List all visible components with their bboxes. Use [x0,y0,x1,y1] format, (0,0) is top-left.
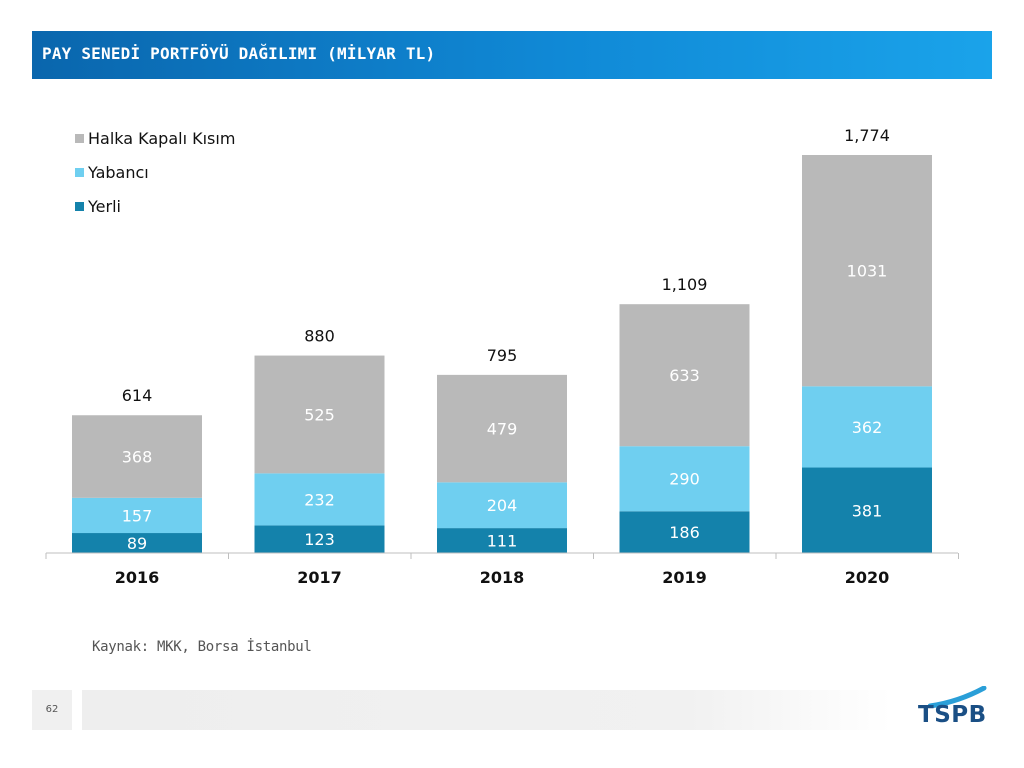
legend-item-yabanci: Yabancı [75,155,235,189]
bar-2019-halka-kapalı-kısım [619,304,750,447]
data-label-2017-0: 123 [304,530,335,549]
tspb-logo: TSPB [918,686,990,734]
legend-swatch-halka-kapali [75,133,84,143]
total-label-2020: 1,774 [844,126,890,145]
bar-2016-yerli [72,533,202,553]
data-label-2020-1: 362 [852,418,883,437]
chart-legend: Halka Kapalı Kısım Yabancı Yerli [75,121,235,223]
bar-2017-yerli [254,525,385,553]
x-tick-2019: 2019 [662,568,707,587]
data-label-2018-1: 204 [487,496,518,515]
data-label-2018-0: 111 [487,532,518,551]
bar-2018-yabancı [437,482,567,529]
data-label-2020-2: 1031 [847,262,888,281]
bar-2018-yerli [437,528,567,553]
data-label-2018-2: 479 [487,420,518,439]
legend-item-yerli: Yerli [75,189,235,223]
header-bar: PAY SENEDİ PORTFÖYÜ DAĞILIMI (MİLYAR TL) [32,31,992,79]
bar-2016-yabancı [72,497,202,534]
data-label-2017-2: 525 [304,405,335,424]
x-tick-2020: 2020 [845,568,890,587]
legend-swatch-yabanci [75,167,84,177]
page-title: PAY SENEDİ PORTFÖYÜ DAĞILIMI (MİLYAR TL) [42,44,436,63]
bar-2019-yerli [619,511,750,553]
total-label-2017: 880 [304,327,335,346]
logo-text: TSPB [918,702,987,728]
data-label-2019-0: 186 [669,523,700,542]
x-tick-2017: 2017 [297,568,342,587]
bar-2020-yerli [802,467,932,553]
legend-label-yabanci: Yabancı [88,162,149,182]
source-note: Kaynak: MKK, Borsa İstanbul [92,639,312,655]
data-label-2016-1: 157 [122,506,153,525]
total-label-2016: 614 [122,386,153,405]
logo-swoosh-icon [928,686,987,708]
data-label-2016-0: 89 [127,534,147,553]
bar-2018-halka-kapalı-kısım [437,374,567,483]
data-label-2019-2: 633 [669,366,700,385]
x-tick-2018: 2018 [480,568,525,587]
legend-label-halka-kapali: Halka Kapalı Kısım [88,128,236,148]
legend-item-halka-kapali: Halka Kapalı Kısım [75,121,235,155]
bar-2020-halka-kapalı-kısım [802,155,932,387]
legend-label-yerli: Yerli [88,196,121,216]
total-label-2018: 795 [487,346,518,365]
data-label-2019-1: 290 [669,470,700,489]
legend-swatch-yerli [75,201,84,211]
bar-2017-halka-kapalı-kısım [254,355,385,474]
x-tick-2016: 2016 [115,568,160,587]
data-label-2017-1: 232 [304,490,335,509]
data-label-2020-0: 381 [852,501,883,520]
bar-2019-yabancı [619,446,750,512]
data-label-2016-2: 368 [122,448,153,467]
bar-2017-yabancı [254,473,385,526]
stacked-bar-chart: 89 157 368 614 2016 123 232 525 880 2017 111 204 479… [45,126,959,587]
total-label-2019: 1,109 [662,275,708,294]
bar-2020-yabancı [802,386,932,468]
footer-band [82,690,892,730]
page-number: 62 [32,690,72,730]
bar-2016-halka-kapalı-kısım [72,415,202,498]
